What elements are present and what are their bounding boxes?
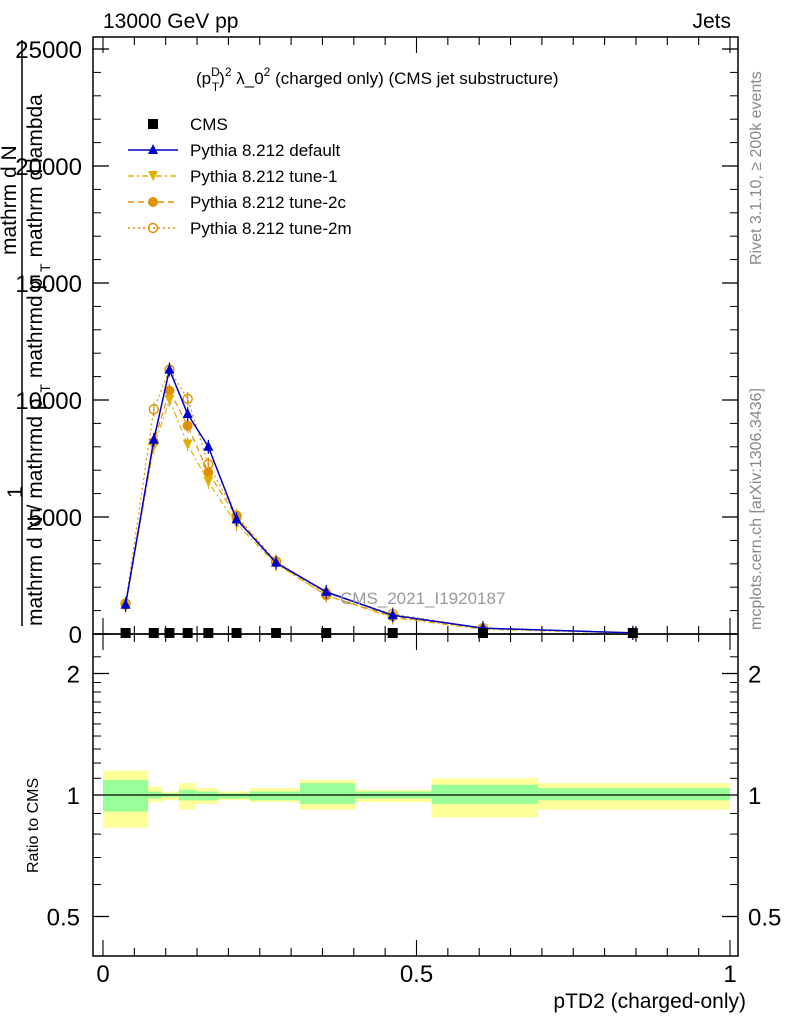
ratio-tick-label-left: 1 [67,783,80,810]
x-tick-label: 0.5 [400,961,433,988]
header-left: 13000 GeV pp [103,10,238,33]
y-axis-label-top: 1 mathrm d N / mathrmd p T mathrmd p T m… [0,40,55,626]
svg-text:mathrm d N: mathrm d N / mathrmd p T mathrmd p T mat… [24,94,55,626]
y-tick-label: 25000 [15,37,82,64]
mcplots-label: mcplots.cern.ch [arXiv:1306.3436] [748,388,765,630]
data-point [164,395,175,405]
legend-label: Pythia 8.212 tune-2m [190,219,352,238]
y-tick-label: 15000 [15,271,82,298]
legend-item: Pythia 8.212 tune-1 [128,167,337,186]
ratio-bands [103,770,730,828]
legend-item: CMS [148,115,228,134]
data-point [203,628,214,638]
ratio-band-inner [103,779,149,812]
data-point [321,585,332,596]
data-point [182,408,193,419]
ratio-band-inner [195,791,219,801]
series-layer [120,362,639,641]
svg-text:1: 1 [4,486,27,498]
x-tick-label: 1 [723,961,736,988]
series-0 [120,628,638,638]
ratio-tick-label-right: 0.5 [748,905,781,932]
legend-item: Pythia 8.212 default [128,141,341,160]
data-point [203,467,214,478]
data-point [148,119,158,129]
legend: CMS Pythia 8.212 default Pythia 8.212 tune… [128,115,352,238]
legend-label: Pythia 8.212 default [190,141,341,160]
legend-label: Pythia 8.212 tune-1 [190,167,337,186]
data-point [148,441,159,452]
y-tick-label: 0 [69,622,82,649]
data-point [387,609,398,620]
data-point [164,363,175,374]
ratio-tick-label-right: 1 [748,783,761,810]
plot-title: (pD T)2 λ_02 (charged only) (CMS jet subs… [196,65,559,94]
data-point [271,556,282,567]
data-point [182,439,193,450]
data-point [148,144,158,154]
data-point [182,393,193,405]
data-point [120,598,131,609]
ratio-y-ticks: 0.5 0.5 1 1 2 2 [47,656,781,932]
legend-item: Pythia 8.212 tune-2m [128,219,352,238]
y-tick-label: 10000 [15,388,82,415]
data-point [627,628,638,638]
data-point [203,476,214,487]
ratio-tick-label-left: 2 [67,662,80,689]
legend-item: Pythia 8.212 tune-2c [128,193,346,212]
ratio-tick-label-left: 0.5 [47,905,80,932]
data-point [148,197,158,207]
y-tick-label: 5000 [29,505,82,532]
data-point [147,222,159,234]
data-point [271,628,282,638]
ratio-y-axis-label: Ratio to CMS [25,778,42,873]
ratio-tick-label-right: 2 [748,662,761,689]
y-tick-label: 20000 [15,154,82,181]
data-point [148,404,159,415]
legend-label: Pythia 8.212 tune-2c [190,193,346,212]
rivet-label: Rivet 3.1.10, ≥ 200k events [748,71,765,265]
data-point [148,171,158,181]
analysis-watermark: CMS_2021_I1920187 [340,589,505,608]
data-point [203,440,214,451]
header-right: Jets [692,10,731,33]
data-point [321,628,332,638]
x-tick-label: 0 [96,961,109,988]
data-point [148,628,159,638]
data-point [477,628,488,638]
x-axis-label: pTD2 (charged-only) [553,990,746,1013]
data-point [182,628,193,638]
legend-label: CMS [190,115,228,134]
data-point [387,628,398,638]
data-point [148,433,159,444]
data-point [120,628,131,638]
main-y-ticks: 0 5000 10000 15000 20000 25000 [15,37,738,649]
data-point [231,513,242,524]
data-point [182,420,193,431]
data-point [164,385,175,396]
ratio-band-inner [538,788,730,801]
ratio-band-inner [249,791,300,801]
ratio-band-inner [299,783,356,804]
data-point [231,628,242,638]
ratio-band-inner [218,793,250,799]
data-point [164,628,175,638]
svg-text:mathrm d N: mathrm d N [0,145,21,255]
